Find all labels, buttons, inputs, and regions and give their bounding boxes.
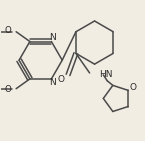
Text: O: O — [58, 75, 65, 84]
Text: O: O — [5, 85, 12, 94]
Text: O: O — [5, 26, 12, 35]
Text: O: O — [129, 83, 137, 92]
Text: N: N — [49, 33, 56, 42]
Text: HN: HN — [99, 70, 113, 79]
Text: N: N — [49, 78, 56, 87]
